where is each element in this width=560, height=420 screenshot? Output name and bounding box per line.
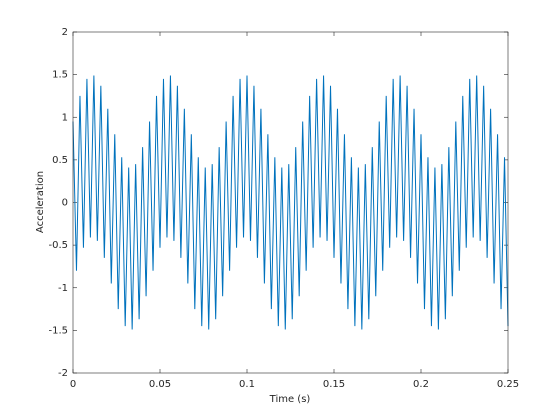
y-tick-label: -1.5: [48, 325, 68, 336]
y-tick-label: 0: [62, 198, 68, 209]
y-tick-label: -0.5: [48, 240, 68, 251]
x-tick-label: 0.25: [497, 379, 519, 390]
y-tick-label: -2: [58, 368, 68, 379]
x-tick-label: 0.1: [239, 379, 255, 390]
y-tick-label: 2: [62, 27, 68, 38]
data-line: [72, 75, 509, 330]
y-tick-label: 1: [62, 112, 68, 123]
y-tick-label: 1.5: [52, 70, 68, 81]
y-tick-label: 0.5: [52, 155, 68, 166]
plot-frame: [72, 31, 509, 374]
y-axis-label: Acceleration: [35, 171, 46, 233]
x-axis-label: Time (s): [269, 394, 311, 405]
y-tick-label: -1: [58, 283, 68, 294]
x-tick-label: 0.05: [149, 379, 171, 390]
x-tick-label: 0.15: [323, 379, 345, 390]
x-tick-label: 0: [70, 379, 76, 390]
x-tick-label: 0.2: [413, 379, 429, 390]
